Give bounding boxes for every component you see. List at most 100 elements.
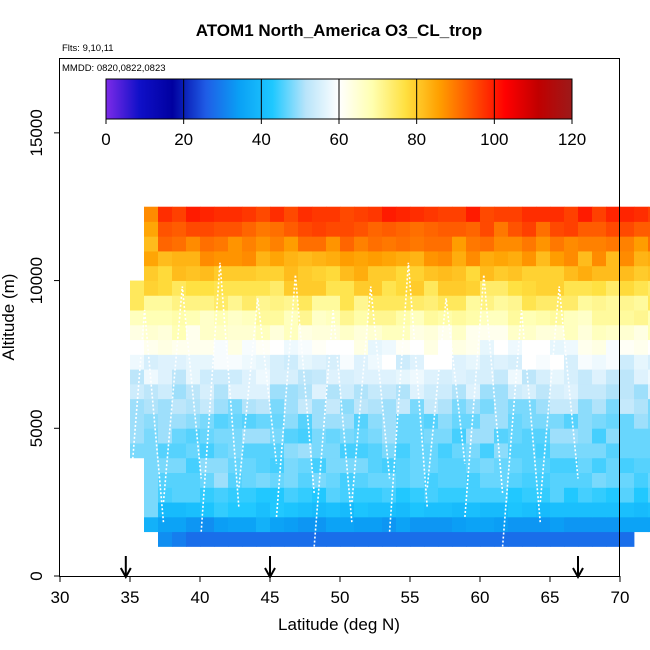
heatmap-cell xyxy=(648,502,650,518)
heatmap-cell xyxy=(438,251,453,267)
heatmap-cell xyxy=(256,236,271,252)
heatmap-cell xyxy=(144,457,159,473)
colorbar-tick-label: 20 xyxy=(174,130,193,149)
heatmap-cell xyxy=(494,221,509,237)
heatmap-cell xyxy=(354,295,369,311)
y-tick-label: 5000 xyxy=(27,409,46,447)
heatmap-cell xyxy=(508,413,523,429)
heatmap-cell xyxy=(494,354,509,370)
heatmap-cell xyxy=(326,221,341,237)
heatmap-cell xyxy=(158,398,173,414)
heatmap-cell xyxy=(284,443,299,459)
heatmap-cell xyxy=(522,251,537,267)
x-tick-label: 70 xyxy=(611,588,630,607)
heatmap-cell xyxy=(158,369,173,385)
heatmap-cell xyxy=(144,310,159,326)
heatmap-cell xyxy=(354,280,369,296)
heatmap-cell xyxy=(508,236,523,252)
heatmap-cell xyxy=(284,265,299,281)
heatmap-cell xyxy=(340,339,355,355)
heatmap-cell xyxy=(186,457,201,473)
heatmap-cell xyxy=(480,502,495,518)
flight-track-segment xyxy=(464,274,504,517)
heatmap-cell xyxy=(382,295,397,311)
x-tick-label: 50 xyxy=(331,588,350,607)
heatmap-cell xyxy=(354,428,369,444)
heatmap-cell xyxy=(578,265,593,281)
heatmap-cell xyxy=(228,251,243,267)
heatmap-cell xyxy=(284,398,299,414)
heatmap-cell xyxy=(186,398,201,414)
flight-track-segment xyxy=(313,310,353,547)
heatmap-cell xyxy=(564,487,579,503)
heatmap-cell xyxy=(382,443,397,459)
colorbar-tick-label: 60 xyxy=(330,130,349,149)
heatmap-cell xyxy=(340,516,355,533)
heatmap-cell xyxy=(466,531,481,547)
heatmap-cell xyxy=(522,413,537,429)
heatmap-cell xyxy=(284,206,299,222)
heatmap-cell xyxy=(242,265,257,281)
heatmap-cell xyxy=(592,383,607,400)
heatmap-cell xyxy=(480,206,495,222)
heatmap-cell xyxy=(340,472,355,488)
heatmap-cell xyxy=(298,251,313,267)
heatmap-cell xyxy=(298,354,313,370)
heatmap-cell xyxy=(214,251,229,267)
heatmap-cell xyxy=(466,206,481,222)
y-axis: 0 5000 10000 15000 xyxy=(27,109,60,581)
heatmap-cell xyxy=(648,443,650,459)
flight-track-segment xyxy=(125,310,165,547)
heatmap-cell xyxy=(158,443,173,459)
heatmap-cell xyxy=(564,324,579,341)
heatmap-cell xyxy=(354,531,369,547)
heatmap-cell xyxy=(368,502,383,518)
heatmap-cell xyxy=(284,472,299,488)
heatmap-cell xyxy=(592,324,607,341)
y-axis-label: Altitude (m) xyxy=(0,274,18,361)
heatmap-cell xyxy=(620,516,635,533)
heatmap-cell xyxy=(228,531,243,547)
heatmap-cell xyxy=(522,354,537,370)
heatmap-cell xyxy=(578,310,593,326)
heatmap-cell xyxy=(452,443,467,459)
heatmap-cell xyxy=(270,369,285,385)
heatmap-cell xyxy=(214,487,229,503)
heatmap-cell xyxy=(466,324,481,341)
heatmap-cell xyxy=(368,221,383,237)
heatmap-cell xyxy=(550,457,565,473)
heatmap-cell xyxy=(186,236,201,252)
heatmap-cell xyxy=(634,516,649,533)
heatmap-cell xyxy=(298,472,313,488)
heatmap-cell xyxy=(312,324,327,341)
heatmap-cell xyxy=(410,428,425,444)
heatmap-cell xyxy=(634,251,649,267)
heatmap-cell xyxy=(648,324,650,341)
heatmap-cell xyxy=(326,443,341,459)
heatmap-cell xyxy=(228,295,243,311)
heatmap-cell xyxy=(270,472,285,488)
y-tick-label: 10000 xyxy=(27,257,46,304)
heatmap-cell xyxy=(606,502,621,518)
heatmap-cell xyxy=(438,516,453,533)
heatmap-cell xyxy=(298,280,313,296)
heatmap-cell xyxy=(536,265,551,281)
flight-track-segment xyxy=(539,286,579,503)
heatmap-cell xyxy=(648,457,650,473)
heatmap-cell xyxy=(242,206,257,222)
heatmap-cell xyxy=(578,516,593,533)
heatmap-cell xyxy=(256,413,271,429)
heatmap-cell xyxy=(186,531,201,547)
heatmap-cell xyxy=(452,413,467,429)
heatmap-cell xyxy=(256,339,271,355)
heatmap-cell xyxy=(480,295,495,311)
heatmap-cell xyxy=(634,206,649,222)
heatmap-cell xyxy=(424,531,439,547)
heatmap-cell xyxy=(144,251,159,267)
heatmap-cell xyxy=(564,428,579,444)
x-axis: 30 35 40 45 50 55 60 65 70 xyxy=(51,576,630,607)
heatmap-cell xyxy=(172,236,187,252)
heatmap-cell xyxy=(144,502,159,518)
heatmap-cell xyxy=(144,487,159,503)
heatmap-cell xyxy=(466,280,481,296)
